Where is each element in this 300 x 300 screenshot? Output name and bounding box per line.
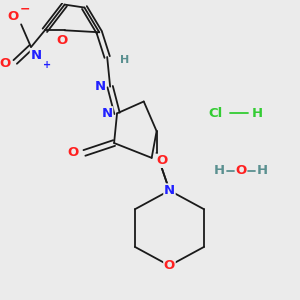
Text: H: H	[252, 107, 263, 120]
Text: H: H	[213, 164, 224, 177]
Text: Cl: Cl	[209, 107, 223, 120]
Text: N: N	[164, 184, 175, 197]
Text: O: O	[8, 10, 19, 23]
Text: N: N	[102, 107, 113, 120]
Text: O: O	[67, 146, 78, 159]
Text: N: N	[95, 80, 106, 93]
Text: O: O	[164, 259, 175, 272]
Text: +: +	[43, 60, 51, 70]
Text: H: H	[120, 55, 130, 65]
Text: H: H	[257, 164, 268, 177]
Text: O: O	[56, 34, 67, 47]
Text: O: O	[156, 154, 167, 167]
Text: N: N	[30, 49, 41, 62]
Text: O: O	[235, 164, 246, 177]
Text: O: O	[0, 57, 11, 70]
Text: −: −	[20, 2, 30, 15]
